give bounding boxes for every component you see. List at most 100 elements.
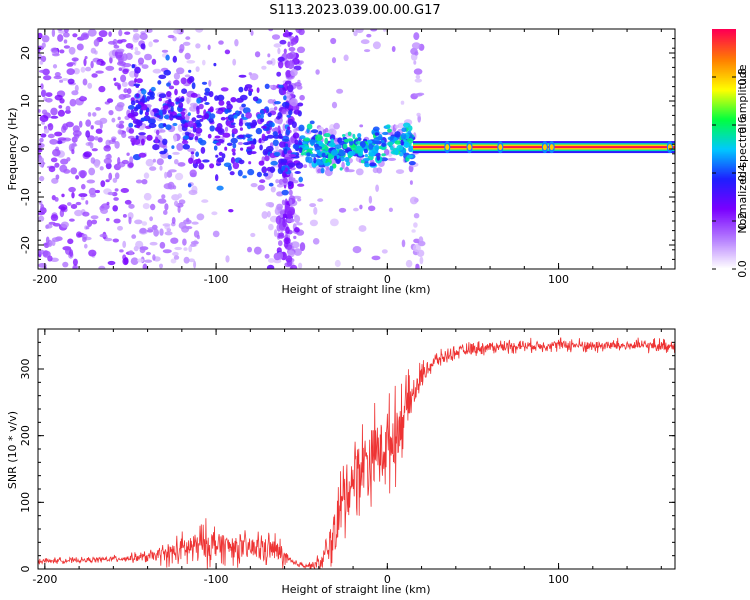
spectrogram-stripe-speckle [285,255,293,263]
spectrogram-ridge-blob [368,149,377,157]
colorbar-segment [712,223,736,226]
spectrogram-ridge-blob [202,159,210,163]
spectrogram-speckle [173,72,180,80]
spectrogram-y-tick-label: 0 [19,146,32,153]
colorbar-segment [712,181,736,184]
stable-band-marker-core [498,144,503,151]
colorbar-segment [712,109,736,112]
spectrogram-ridge-blob [352,133,356,139]
spectrogram-speckle [164,231,173,236]
spectrogram-ridge-blob [292,132,300,139]
spectrogram-ridge-blob [216,142,221,146]
spectrogram-speckle [296,46,306,54]
spectrogram-speckle [118,124,125,129]
spectrogram-speckle [43,75,52,81]
spectrogram-speckle [95,70,104,74]
spectrogram-speckle [92,112,97,117]
spectrogram-ridge-blob [408,161,416,166]
colorbar-segment [712,79,736,82]
spectrogram-speckle [413,238,420,244]
colorbar-segment [712,255,736,258]
spectrogram-speckle [86,219,93,227]
colorbar-gradient [712,29,736,270]
spectrogram-speckle [54,131,63,137]
spectrogram-speckle [96,61,102,65]
spectrogram-speckle [90,215,99,220]
spectrogram-speckle [152,254,156,261]
spectrogram-speckle [265,202,273,207]
spectrogram-speckle [125,43,134,49]
spectrogram-speckle [293,248,302,256]
colorbar-segment [712,53,736,56]
spectrogram-speckle [78,120,83,128]
spectrogram-speckle [61,78,69,81]
spectrogram-ridge-blob [363,157,370,162]
spectrogram-speckle [39,137,44,143]
spectrogram-ridge-blob [187,112,191,116]
colorbar-segment [712,37,736,40]
spectrogram-speckle [412,244,421,253]
spectrogram-ridge-blob [141,95,145,103]
colorbar-segment [712,227,736,230]
spectrogram-speckle [186,60,196,64]
spectrogram-ridge-blob [339,167,343,171]
spectrogram-speckle [359,204,363,210]
spectrogram-x-tick-label: 0 [384,273,391,286]
spectrogram-speckle [391,46,396,52]
colorbar-segment [712,83,736,86]
spectrogram-speckle [95,107,101,111]
spectrogram-ridge-blob [191,117,197,122]
spectrogram-ridge-blob [215,174,219,182]
colorbar-segment [712,163,736,166]
spectrogram-ridge-blob [272,139,279,147]
spectrogram-ridge-blob [294,171,301,174]
spectrogram-speckle [38,215,45,222]
spectrogram-speckle [193,230,200,238]
spectrogram-ridge-blob [329,134,336,141]
snr-x-tick-label: 0 [384,573,391,586]
spectrogram-speckle [38,212,45,216]
colorbar-segment [712,175,736,178]
spectrogram-ridge-blob [134,66,141,74]
stable-band-marker-core [445,144,450,151]
spectrogram-speckle [413,32,420,40]
spectrogram-ridge-blob [169,113,174,121]
spectrogram-ridge-blob [385,124,391,128]
spectrogram-ridge-blob [267,112,272,117]
spectrogram-speckle [80,33,89,40]
spectrogram-ridge-blob [188,133,194,138]
spectrogram-speckle [364,49,371,53]
spectrogram-speckle [125,52,133,61]
spectrogram-speckle [387,157,397,161]
spectrogram-stripe-speckle [294,227,300,233]
spectrogram-speckle [419,256,424,265]
spectrogram-speckle [38,263,47,268]
spectrogram-ridge-blob [268,182,274,187]
spectrogram-speckle [38,32,43,39]
spectrogram-speckle [108,110,114,116]
spectrogram-speckle [141,221,148,226]
spectrogram-speckle [267,53,271,58]
spectrogram-ridge-blob [334,144,342,149]
spectrogram-ridge-blob [272,131,278,137]
colorbar-segment [712,49,736,52]
spectrogram-ridge-blob [282,138,290,142]
spectrogram-ridge-blob [273,101,281,105]
colorbar-segment [712,235,736,238]
spectrogram-speckle [338,207,347,213]
spectrogram-speckle [56,140,63,145]
spectrogram-stripe-speckle [286,52,294,60]
spectrogram-ridge-blob [216,185,224,191]
spectrogram-stripe-speckle [294,82,302,87]
spectrogram-stripe-speckle [277,251,284,260]
colorbar-segment [712,219,736,222]
colorbar-segment [712,245,736,248]
spectrogram-ridge-blob [226,120,232,127]
spectrogram-speckle [57,34,64,42]
spectrogram-y-tick-label: -10 [19,188,32,206]
spectrogram-speckle [72,33,78,38]
colorbar-segment [712,31,736,34]
spectrogram-speckle [312,238,320,245]
spectrogram-ridge-blob [237,169,243,177]
spectrogram-ridge-blob [314,145,323,150]
